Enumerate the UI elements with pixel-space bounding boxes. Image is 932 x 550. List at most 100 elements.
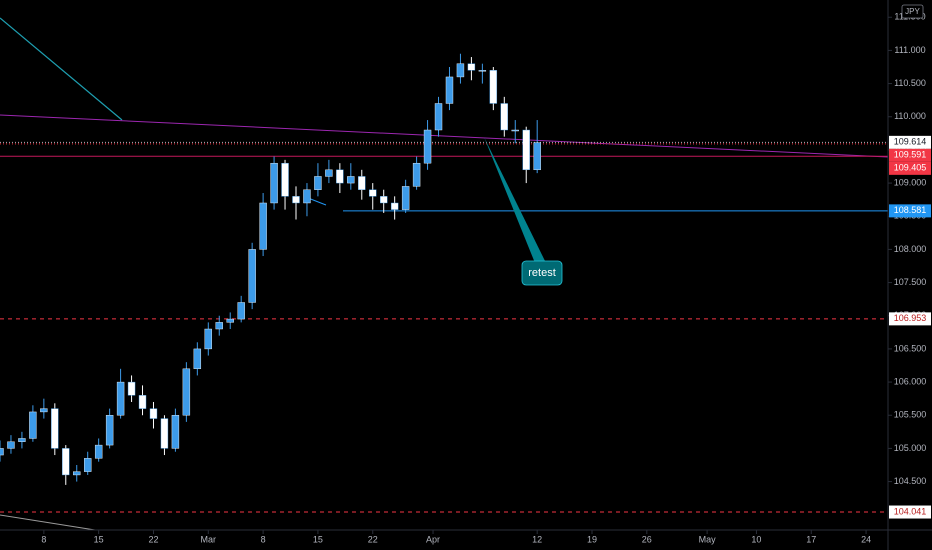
candle-body	[369, 189, 377, 197]
callout-box	[521, 260, 563, 286]
candle-body	[401, 186, 410, 210]
candle-body	[522, 129, 530, 171]
candle-body	[270, 162, 278, 204]
price-label-box	[889, 505, 931, 519]
price-label-box	[889, 312, 931, 326]
candle-body	[325, 169, 333, 177]
x-tick-label: 12	[532, 534, 542, 544]
candle-body	[84, 458, 92, 472]
candle-body	[105, 415, 114, 446]
candle-body	[500, 103, 508, 131]
x-tick-label: Apr	[426, 534, 440, 544]
x-tick-label: 22	[148, 534, 158, 544]
x-tick-label: 15	[313, 534, 323, 544]
y-tick-label: 110.500	[894, 78, 926, 88]
candle-body	[380, 196, 388, 204]
x-tick-label: 17	[806, 534, 816, 544]
x-tick-label: May	[699, 534, 717, 544]
candle-body	[116, 381, 125, 416]
y-tick-label: 106.500	[894, 343, 927, 353]
candle-body	[314, 176, 322, 190]
candle-body	[467, 63, 476, 71]
candle-body	[248, 249, 256, 303]
x-tick-label: 26	[642, 534, 652, 544]
callout-pointer	[484, 137, 546, 263]
candle-body	[489, 70, 498, 104]
trend-line	[0, 17, 123, 121]
price-label-box	[889, 135, 931, 149]
price-label-box	[889, 204, 931, 218]
x-tick-label: 8	[41, 534, 46, 544]
x-tick-label: 8	[261, 534, 266, 544]
price-label: 109.614	[894, 137, 927, 147]
candle-body	[40, 408, 48, 413]
candle-body	[160, 418, 169, 449]
candle-body	[29, 411, 37, 439]
candle-body	[204, 328, 212, 350]
price-label: 106.953	[894, 313, 927, 323]
price-label: 109.591	[894, 150, 927, 160]
candle-body	[182, 368, 191, 416]
candle-body	[259, 202, 267, 250]
candle-body	[193, 348, 202, 370]
x-tick-label: 19	[587, 534, 597, 544]
candle-body	[358, 176, 366, 190]
candle-body	[511, 129, 519, 132]
candle-body	[478, 70, 487, 72]
candle-body	[434, 103, 443, 131]
candle-body	[226, 318, 234, 323]
callout-text: retest	[528, 267, 556, 279]
candle-body	[18, 438, 26, 442]
candle-body	[51, 408, 59, 449]
x-tick-label: 24	[861, 534, 871, 544]
candle-body	[412, 162, 421, 187]
candle-body	[423, 129, 432, 164]
candle-body	[62, 448, 70, 476]
candle-body	[390, 202, 399, 210]
candle-body	[456, 63, 465, 78]
y-tick-label: 106.000	[894, 376, 927, 386]
price-label: 109.405	[894, 163, 927, 173]
price-label: 104.041	[894, 506, 927, 516]
candle-body	[138, 395, 147, 409]
candle-body	[215, 322, 223, 330]
price-label-box	[889, 161, 931, 175]
y-tick-label: 110.000	[894, 111, 926, 121]
candle-body	[347, 176, 355, 184]
trend-line	[0, 514, 96, 531]
plot-area	[0, 53, 888, 513]
y-tick-label: 105.000	[894, 443, 927, 453]
candle-body	[149, 408, 158, 419]
trend-line	[0, 114, 889, 158]
candle-body	[292, 196, 300, 204]
x-tick-label: 22	[368, 534, 378, 544]
price-label: 108.581	[894, 205, 927, 215]
candle-body	[281, 162, 289, 197]
candle-body	[336, 169, 344, 184]
candle-body	[171, 415, 180, 449]
currency-label: JPY	[905, 7, 920, 16]
y-tick-label: 104.500	[894, 476, 927, 486]
x-tick-label: 15	[94, 534, 104, 544]
trend-line	[307, 197, 327, 206]
x-tick-label: Mar	[201, 534, 217, 544]
candle-body	[0, 448, 4, 456]
price-label-box	[889, 148, 931, 162]
currency-box	[901, 4, 924, 19]
candle-body	[445, 76, 454, 104]
candle-body	[94, 444, 103, 459]
y-tick-label: 107.500	[894, 277, 927, 287]
y-tick-label: 105.500	[894, 410, 927, 420]
y-tick-label: 108.000	[894, 244, 927, 254]
x-tick-label: 10	[751, 534, 761, 544]
candle-body	[127, 381, 136, 396]
y-tick-label: 111.000	[894, 45, 925, 55]
candle-body	[237, 302, 245, 320]
candle-body	[7, 441, 15, 449]
candle-body	[533, 142, 541, 171]
candle-body	[73, 471, 81, 476]
candle-body	[303, 189, 311, 204]
y-tick-label: 109.000	[894, 177, 927, 187]
